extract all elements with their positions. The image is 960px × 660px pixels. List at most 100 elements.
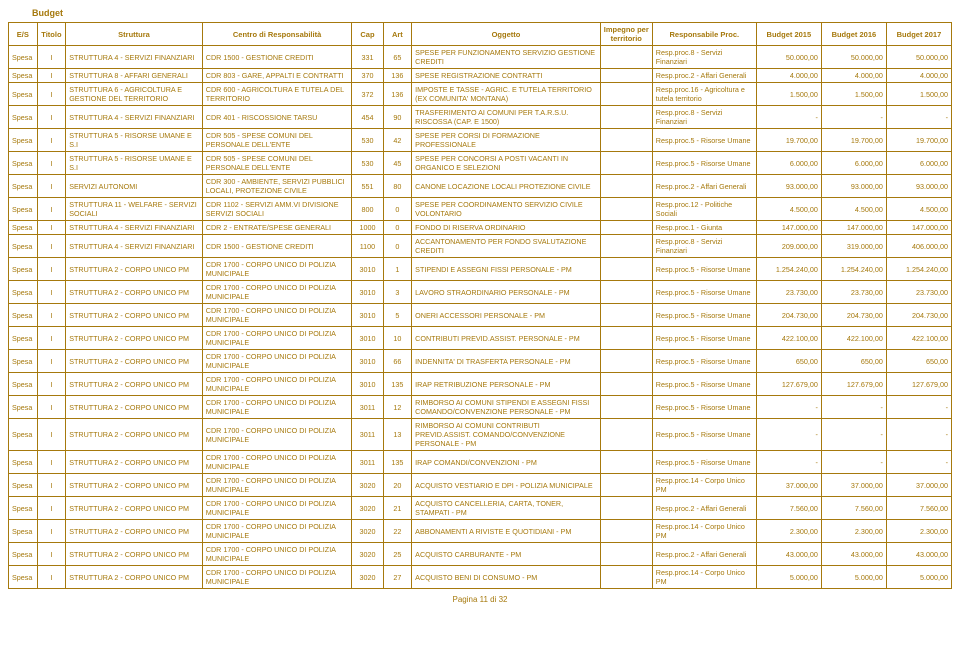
c-imp [600, 451, 652, 474]
c-b2015: 147.000,00 [756, 221, 821, 235]
table-row: SpesaISTRUTTURA 2 - CORPO UNICO PMCDR 17… [9, 258, 952, 281]
c-centro: CDR 803 - GARE, APPALTI E CONTRATTI [202, 69, 352, 83]
c-titolo: I [37, 497, 66, 520]
table-row: SpesaISTRUTTURA 4 - SERVIZI FINANZIARICD… [9, 46, 952, 69]
c-resp: Resp.proc.5 - Risorse Umane [652, 129, 756, 152]
c-art: 66 [383, 350, 412, 373]
page-title: Budget [8, 8, 952, 18]
c-struttura: STRUTTURA 2 - CORPO UNICO PM [66, 327, 203, 350]
c-struttura: SERVIZI AUTONOMI [66, 175, 203, 198]
c-resp: Resp.proc.5 - Risorse Umane [652, 327, 756, 350]
c-b2016: 650,00 [821, 350, 886, 373]
c-b2017: - [886, 396, 951, 419]
c-imp [600, 474, 652, 497]
c-b2017: - [886, 106, 951, 129]
c-struttura: STRUTTURA 2 - CORPO UNICO PM [66, 474, 203, 497]
c-b2016: 147.000,00 [821, 221, 886, 235]
c-b2017: 650,00 [886, 350, 951, 373]
c-b2016: 2.300,00 [821, 520, 886, 543]
c-resp: Resp.proc.14 - Corpo Unico PM [652, 520, 756, 543]
c-es: Spesa [9, 235, 38, 258]
c-titolo: I [37, 304, 66, 327]
c-resp: Resp.proc.5 - Risorse Umane [652, 258, 756, 281]
c-struttura: STRUTTURA 2 - CORPO UNICO PM [66, 451, 203, 474]
table-row: SpesaISERVIZI AUTONOMICDR 300 - AMBIENTE… [9, 175, 952, 198]
c-b2015: 23.730,00 [756, 281, 821, 304]
table-row: SpesaISTRUTTURA 8 - AFFARI GENERALICDR 8… [9, 69, 952, 83]
c-centro: CDR 1700 - CORPO UNICO DI POLIZIA MUNICI… [202, 543, 352, 566]
c-es: Spesa [9, 198, 38, 221]
c-b2016: 37.000,00 [821, 474, 886, 497]
c-titolo: I [37, 396, 66, 419]
c-imp [600, 281, 652, 304]
c-art: 42 [383, 129, 412, 152]
c-b2017: 1.254.240,00 [886, 258, 951, 281]
c-b2015: 422.100,00 [756, 327, 821, 350]
c-oggetto: SPESE PER FUNZIONAMENTO SERVIZIO GESTION… [412, 46, 601, 69]
c-struttura: STRUTTURA 5 - RISORSE UMANE E S.I [66, 152, 203, 175]
c-art: 80 [383, 175, 412, 198]
c-b2015: 1.254.240,00 [756, 258, 821, 281]
c-resp: Resp.proc.5 - Risorse Umane [652, 152, 756, 175]
c-titolo: I [37, 281, 66, 304]
c-es: Spesa [9, 396, 38, 419]
c-titolo: I [37, 69, 66, 83]
c-titolo: I [37, 46, 66, 69]
c-es: Spesa [9, 373, 38, 396]
c-b2016: - [821, 396, 886, 419]
c-b2015: 5.000,00 [756, 566, 821, 589]
c-b2017: 204.730,00 [886, 304, 951, 327]
c-es: Spesa [9, 304, 38, 327]
c-cap: 3010 [352, 373, 383, 396]
table-row: SpesaISTRUTTURA 2 - CORPO UNICO PMCDR 17… [9, 520, 952, 543]
c-b2017: 147.000,00 [886, 221, 951, 235]
c-es: Spesa [9, 327, 38, 350]
c-struttura: STRUTTURA 2 - CORPO UNICO PM [66, 396, 203, 419]
c-titolo: I [37, 350, 66, 373]
c-cap: 1100 [352, 235, 383, 258]
c-struttura: STRUTTURA 11 - WELFARE - SERVIZI SOCIALI [66, 198, 203, 221]
c-b2017: 6.000,00 [886, 152, 951, 175]
c-centro: CDR 1700 - CORPO UNICO DI POLIZIA MUNICI… [202, 451, 352, 474]
c-oggetto: CANONE LOCAZIONE LOCALI PROTEZIONE CIVIL… [412, 175, 601, 198]
c-b2017: 93.000,00 [886, 175, 951, 198]
c-b2016: 319.000,00 [821, 235, 886, 258]
budget-table: E/S Titolo Struttura Centro di Responsab… [8, 22, 952, 589]
c-art: 0 [383, 198, 412, 221]
table-row: SpesaISTRUTTURA 4 - SERVIZI FINANZIARICD… [9, 221, 952, 235]
c-resp: Resp.proc.5 - Risorse Umane [652, 281, 756, 304]
table-row: SpesaISTRUTTURA 2 - CORPO UNICO PMCDR 17… [9, 281, 952, 304]
c-art: 0 [383, 221, 412, 235]
c-oggetto: ONERI ACCESSORI PERSONALE - PM [412, 304, 601, 327]
c-imp [600, 304, 652, 327]
c-b2015: 93.000,00 [756, 175, 821, 198]
c-struttura: STRUTTURA 2 - CORPO UNICO PM [66, 281, 203, 304]
c-centro: CDR 1700 - CORPO UNICO DI POLIZIA MUNICI… [202, 350, 352, 373]
c-titolo: I [37, 373, 66, 396]
c-centro: CDR 1700 - CORPO UNICO DI POLIZIA MUNICI… [202, 258, 352, 281]
c-es: Spesa [9, 221, 38, 235]
c-b2015: 4.500,00 [756, 198, 821, 221]
c-titolo: I [37, 83, 66, 106]
c-b2017: - [886, 419, 951, 451]
c-art: 21 [383, 497, 412, 520]
c-b2015: 50.000,00 [756, 46, 821, 69]
c-imp [600, 497, 652, 520]
c-es: Spesa [9, 350, 38, 373]
c-b2015: 204.730,00 [756, 304, 821, 327]
c-imp [600, 419, 652, 451]
c-centro: CDR 1700 - CORPO UNICO DI POLIZIA MUNICI… [202, 474, 352, 497]
c-art: 25 [383, 543, 412, 566]
c-struttura: STRUTTURA 2 - CORPO UNICO PM [66, 419, 203, 451]
c-centro: CDR 1700 - CORPO UNICO DI POLIZIA MUNICI… [202, 497, 352, 520]
c-oggetto: LAVORO STRAORDINARIO PERSONALE - PM [412, 281, 601, 304]
c-struttura: STRUTTURA 8 - AFFARI GENERALI [66, 69, 203, 83]
table-row: SpesaISTRUTTURA 2 - CORPO UNICO PMCDR 17… [9, 566, 952, 589]
c-cap: 331 [352, 46, 383, 69]
table-row: SpesaISTRUTTURA 2 - CORPO UNICO PMCDR 17… [9, 451, 952, 474]
page-number: Pagina 11 di 32 [8, 595, 952, 604]
c-b2016: 19.700,00 [821, 129, 886, 152]
c-es: Spesa [9, 419, 38, 451]
c-imp [600, 175, 652, 198]
c-art: 12 [383, 396, 412, 419]
